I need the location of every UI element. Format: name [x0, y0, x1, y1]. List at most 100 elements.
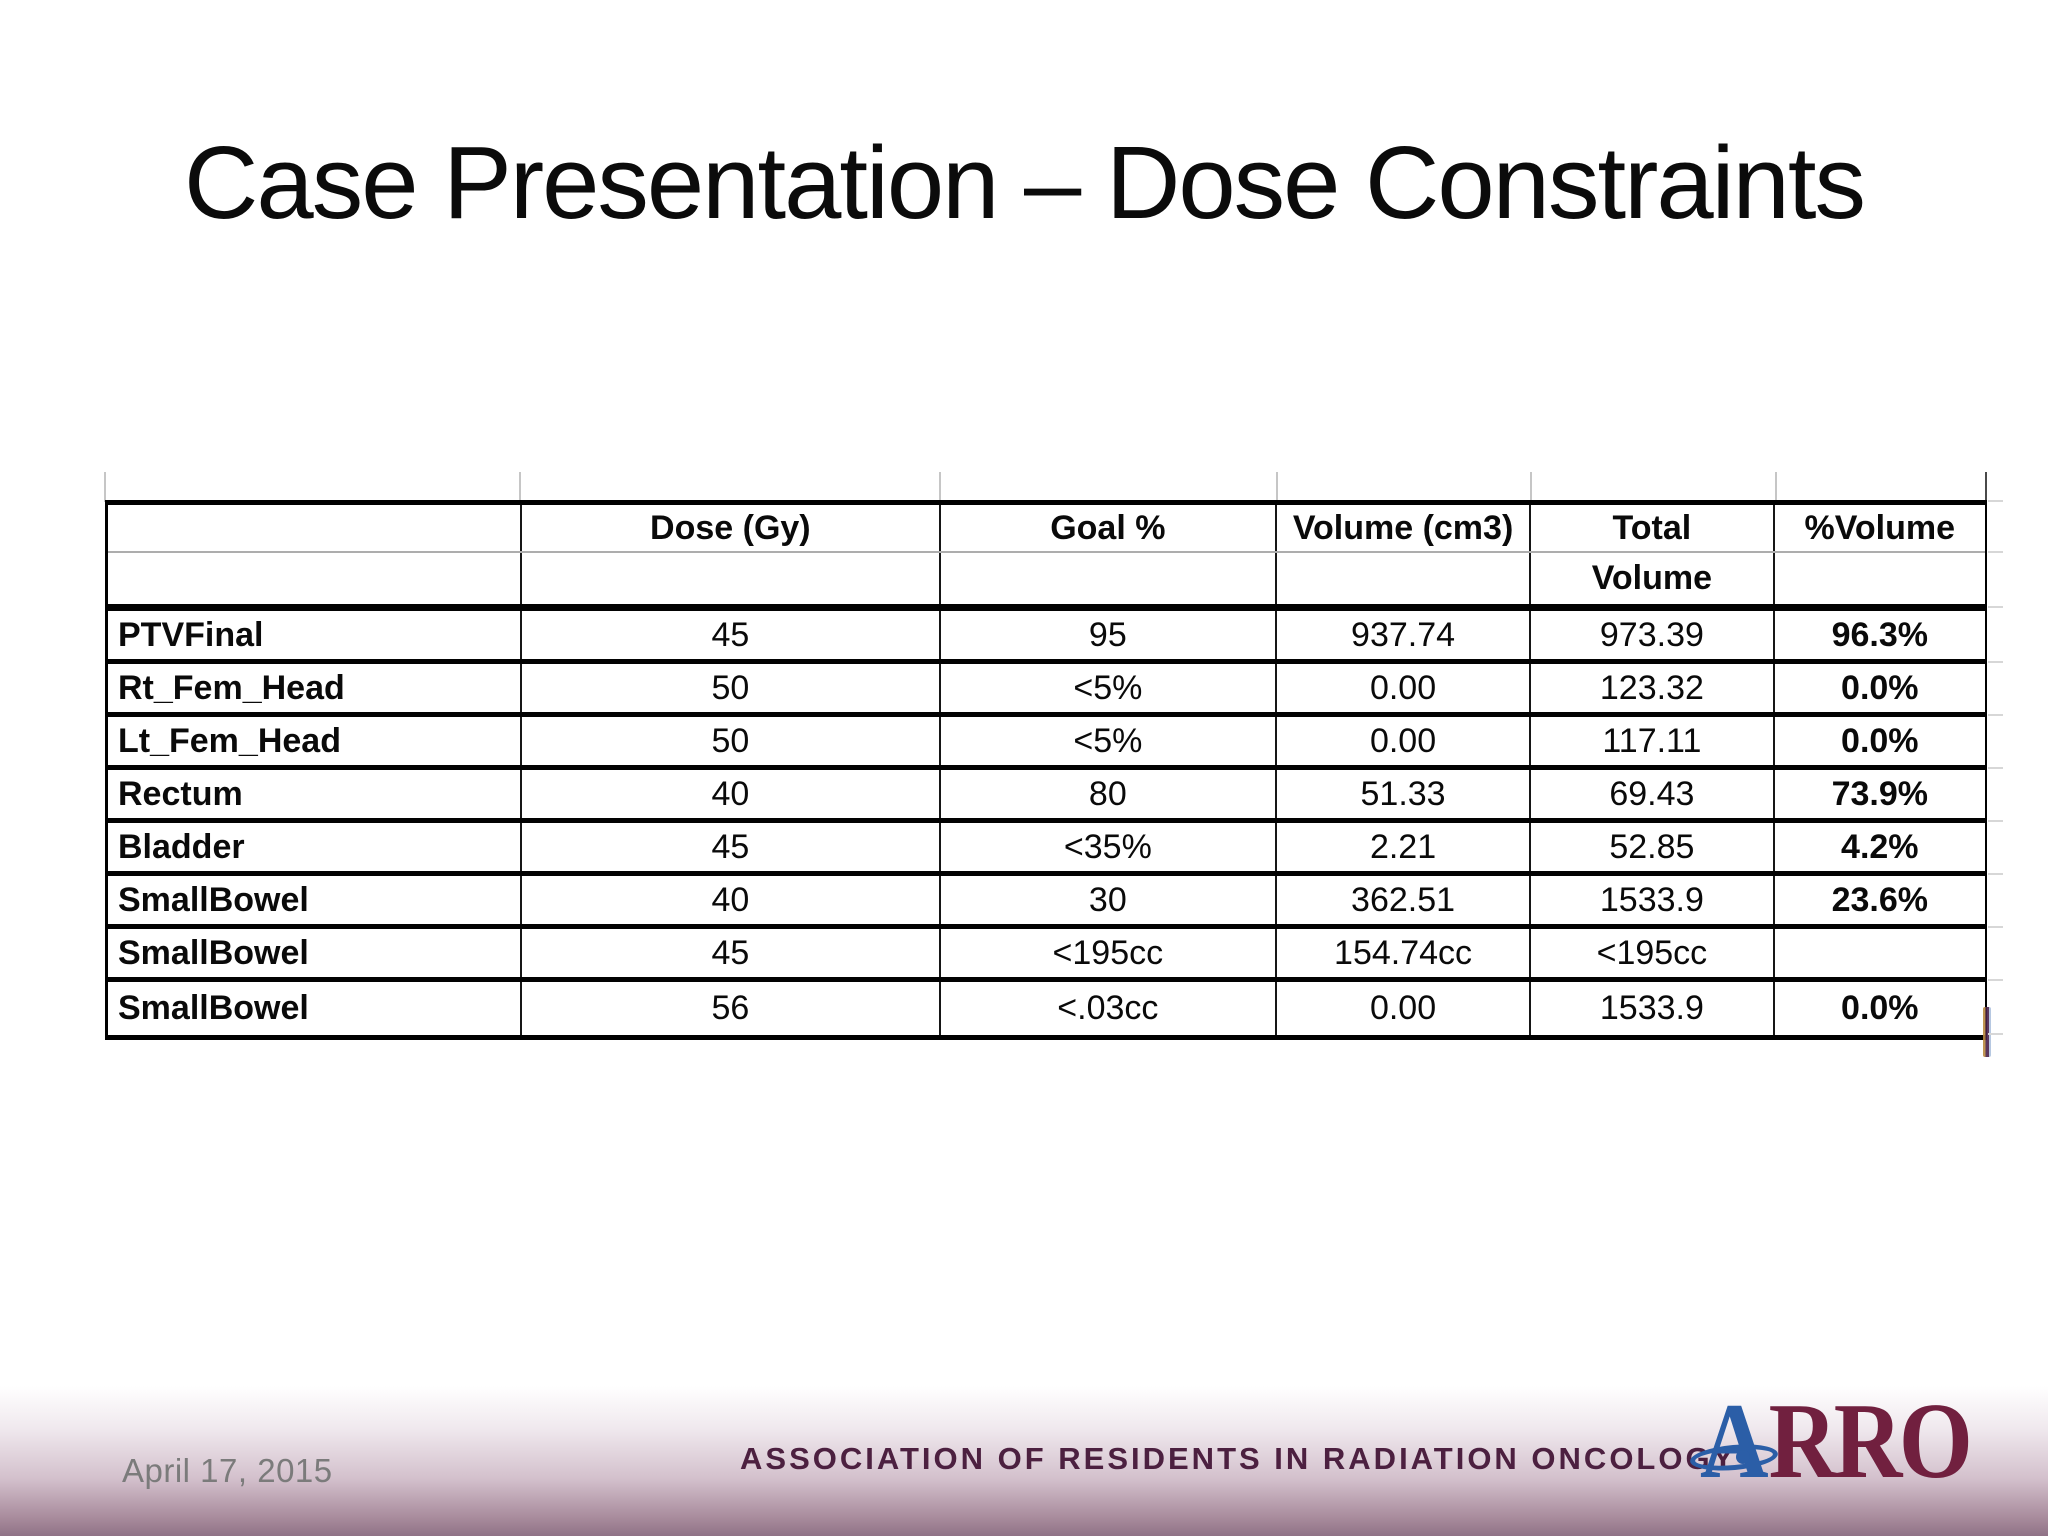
table-cell: 50 [522, 717, 941, 765]
table-cell: 40 [522, 876, 941, 924]
table-cell: 0.00 [1277, 717, 1532, 765]
table-header-row: Dose (Gy) Goal % Volume (cm3) Total %Volume [108, 505, 1985, 553]
table-cell: <195cc [1531, 929, 1775, 977]
table-cell: Rectum [108, 770, 522, 818]
arro-logo: ARRO [1689, 1388, 1982, 1500]
table-cell: Lt_Fem_Head [108, 717, 522, 765]
table-cell: 1533.9 [1531, 982, 1775, 1035]
gridline-tick [1988, 873, 2003, 875]
gridline [519, 472, 521, 502]
table-cell: <35% [941, 823, 1277, 871]
table-cell: 154.74cc [1277, 929, 1532, 977]
gridline [104, 472, 106, 502]
table-cell: 80 [941, 770, 1277, 818]
table-cell: 1533.9 [1531, 876, 1775, 924]
table-cell: 56 [522, 982, 941, 1035]
table-cell: 2.21 [1277, 823, 1532, 871]
table-cell: 40 [522, 770, 941, 818]
gridline-tick [1988, 926, 2003, 928]
table-cell: Rt_Fem_Head [108, 664, 522, 712]
gridline-tick [1988, 551, 2003, 553]
table-header-cell: Total [1531, 505, 1775, 551]
table-header-cell [522, 553, 941, 604]
gridline-tick [1988, 820, 2003, 822]
table-cell: 123.32 [1531, 664, 1775, 712]
table-cell: 0.0% [1841, 668, 1919, 707]
table-cell: 4.2% [1841, 827, 1919, 866]
gridline-tick [1988, 661, 2003, 663]
table-row: SmallBowel 45 <195cc 154.74cc <195cc [108, 929, 1985, 982]
table-cell: 45 [522, 823, 941, 871]
table-header-cell: Volume [1531, 553, 1775, 604]
table-cell: <.03cc [941, 982, 1277, 1035]
slide-title: Case Presentation – Dose Constraints [184, 125, 1866, 240]
table-cell [1775, 929, 1985, 977]
table-cell: SmallBowel [108, 929, 522, 977]
table-cell: 117.11 [1531, 717, 1775, 765]
table-cell: <195cc [941, 929, 1277, 977]
logo-letters-rro: RRO [1768, 1382, 1973, 1501]
gridline-tick [1988, 1033, 2003, 1035]
gridline-tick [1988, 767, 2003, 769]
table-header-cell [1277, 553, 1532, 604]
logo-letters: ARRO [1700, 1388, 1973, 1496]
table-cell: 52.85 [1531, 823, 1775, 871]
table-header-cell: %Volume [1804, 508, 1956, 547]
table-cell: 0.0% [1841, 721, 1919, 760]
gridline [1775, 472, 1777, 502]
table-cell: SmallBowel [108, 876, 522, 924]
table-header-row: Volume [108, 553, 1985, 611]
table-cell: 45 [522, 929, 941, 977]
logo-letter-a: A [1700, 1382, 1769, 1501]
gridline [1530, 472, 1532, 502]
slide-date: April 17, 2015 [122, 1452, 333, 1489]
table-cell: 973.39 [1531, 611, 1775, 659]
table-row: PTVFinal 45 95 937.74 973.39 96.3% [108, 611, 1985, 664]
table-cell: 0.00 [1277, 982, 1532, 1035]
table-header-cell: Dose (Gy) [522, 505, 941, 551]
gridline-tick [1988, 606, 2003, 608]
table-cell: SmallBowel [108, 982, 522, 1035]
table-cell: 23.6% [1831, 880, 1928, 919]
table-cell: PTVFinal [108, 611, 522, 659]
dose-constraints-table: Dose (Gy) Goal % Volume (cm3) Total %Volume V… [105, 500, 1987, 1040]
table-cell: 51.33 [1277, 770, 1532, 818]
table-row: SmallBowel 40 30 362.51 1533.9 23.6% [108, 876, 1985, 929]
gridline [939, 472, 941, 502]
gridline-tick [1988, 979, 2003, 981]
table-cell: 73.9% [1831, 774, 1928, 813]
table-cell: <5% [941, 717, 1277, 765]
table-row: Rectum 40 80 51.33 69.43 73.9% [108, 770, 1985, 823]
table-header-cell: Goal % [941, 505, 1277, 551]
atom-dot-icon [1736, 1450, 1750, 1464]
footer-organization-text: ASSOCIATION OF RESIDENTS IN RADIATION ON… [740, 1441, 1737, 1476]
gridline-tick [1988, 714, 2003, 716]
gridline [1276, 472, 1278, 502]
table-cell: 937.74 [1277, 611, 1532, 659]
table-cell: 95 [941, 611, 1277, 659]
table-row: Bladder 45 <35% 2.21 52.85 4.2% [108, 823, 1985, 876]
table-header-cell [108, 505, 522, 551]
table-header-cell [108, 553, 522, 604]
table-cell: 0.0% [1841, 989, 1919, 1027]
gridline-tick [1988, 500, 2003, 502]
table-cell: 30 [941, 876, 1277, 924]
table-header-cell [941, 553, 1277, 604]
table-cell: 45 [522, 611, 941, 659]
table-cell: 96.3% [1831, 615, 1928, 654]
table-row: Lt_Fem_Head 50 <5% 0.00 117.11 0.0% [108, 717, 1985, 770]
table-cell: Bladder [108, 823, 522, 871]
table-header-cell [1775, 553, 1985, 604]
table-row: SmallBowel 56 <.03cc 0.00 1533.9 0.0% [108, 982, 1985, 1035]
footer-gradient-band [0, 1386, 2048, 1536]
table-row: Rt_Fem_Head 50 <5% 0.00 123.32 0.0% [108, 664, 1985, 717]
table-cell: 50 [522, 664, 941, 712]
gridline [1985, 472, 1987, 502]
text-cursor-artifact [1983, 1007, 1991, 1057]
table-cell: <5% [941, 664, 1277, 712]
table-cell: 0.00 [1277, 664, 1532, 712]
table-cell: 69.43 [1531, 770, 1775, 818]
table-cell: 362.51 [1277, 876, 1532, 924]
table-header-cell: Volume (cm3) [1277, 505, 1532, 551]
